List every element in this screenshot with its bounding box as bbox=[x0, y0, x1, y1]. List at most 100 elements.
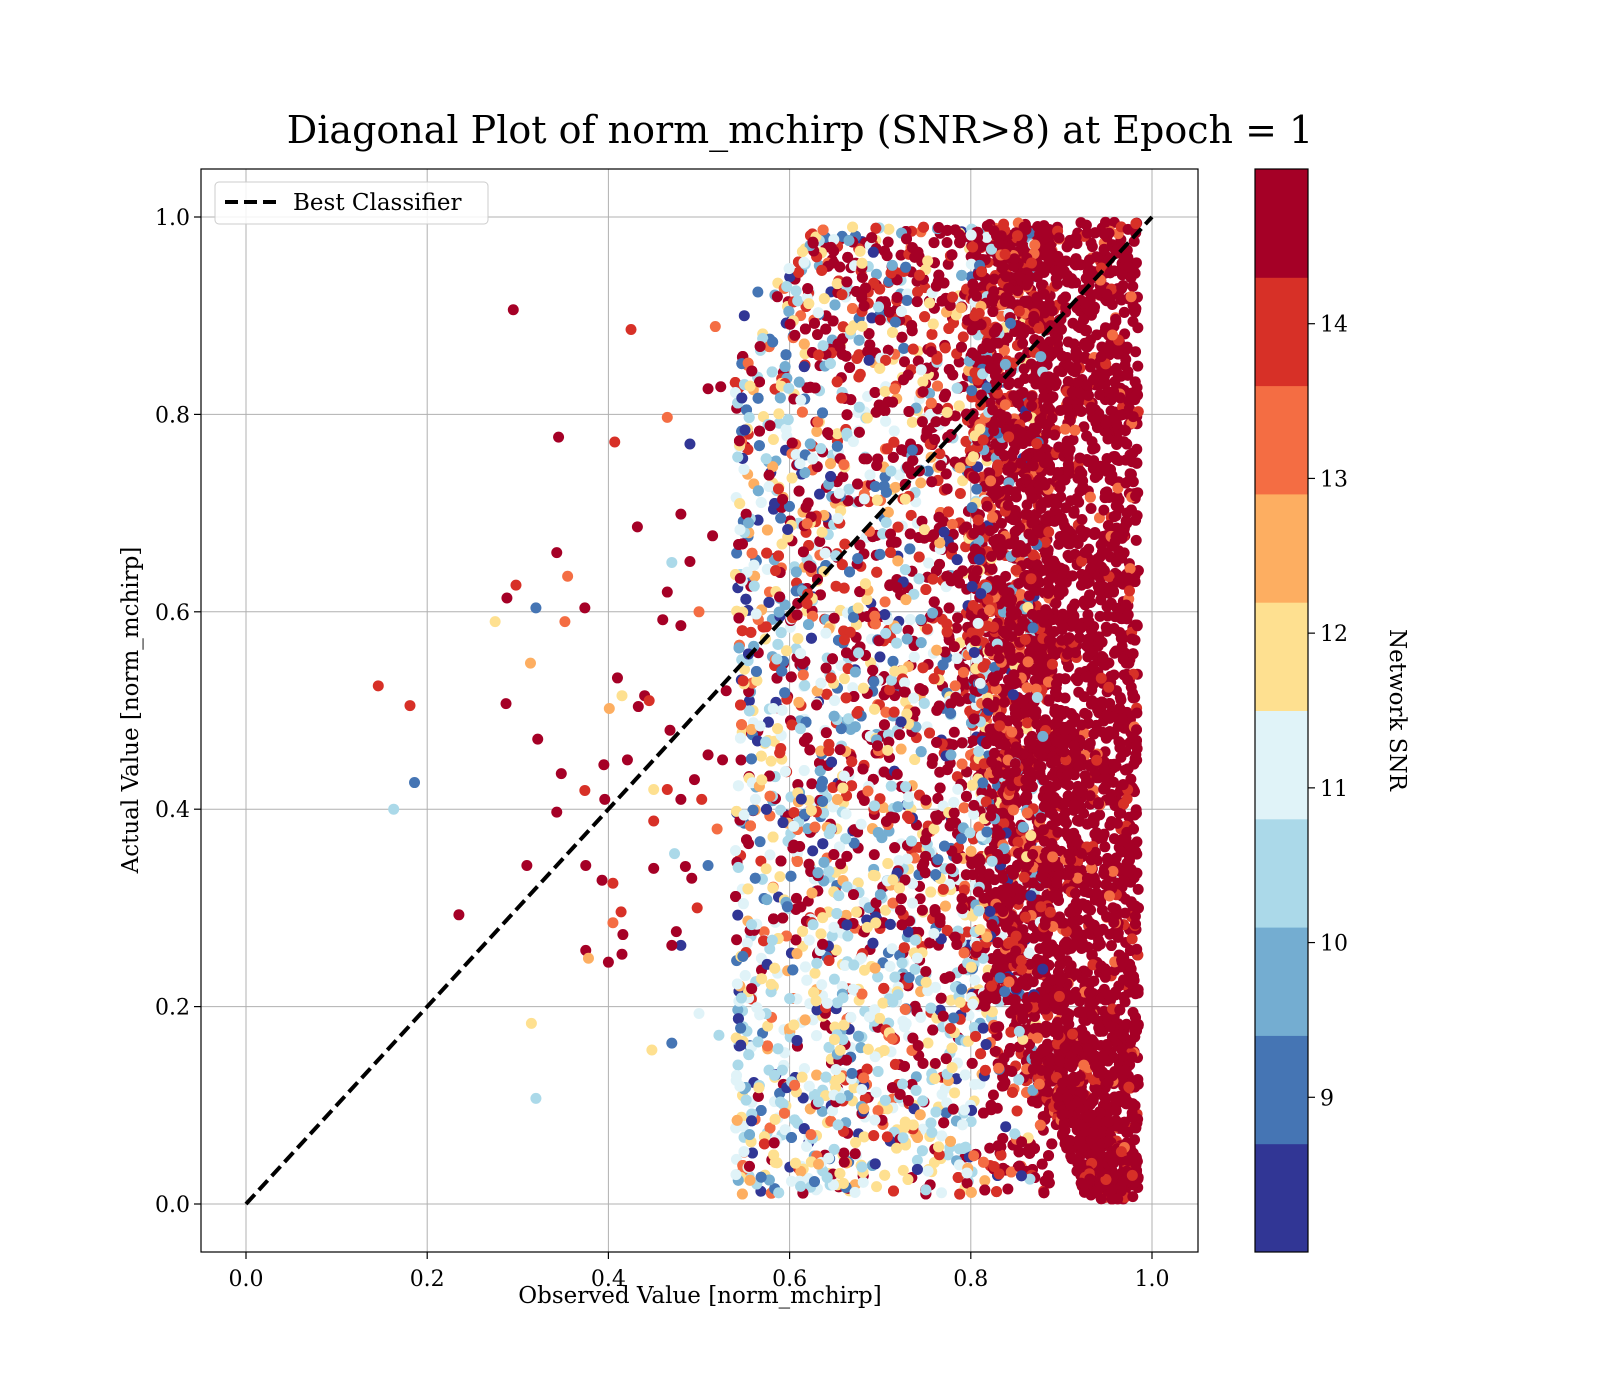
scatter-point bbox=[730, 1169, 742, 1181]
scatter-point bbox=[838, 1147, 850, 1159]
scatter-point bbox=[920, 1184, 932, 1196]
scatter-point bbox=[738, 310, 750, 322]
scatter-point bbox=[904, 528, 916, 540]
scatter-point bbox=[878, 1045, 890, 1057]
scatter-point bbox=[761, 547, 773, 559]
scatter-point bbox=[670, 926, 682, 938]
scatter-point bbox=[767, 433, 779, 445]
scatter-point bbox=[956, 737, 968, 749]
scatter-point bbox=[786, 472, 798, 484]
scatter-point bbox=[815, 928, 827, 940]
scatter-point bbox=[792, 295, 804, 307]
scatter-point bbox=[796, 246, 808, 258]
scatter-point bbox=[693, 1008, 705, 1020]
scatter-point bbox=[1016, 1170, 1028, 1182]
scatter-point bbox=[868, 1130, 880, 1142]
scatter-point bbox=[1029, 1142, 1041, 1154]
scatter-point bbox=[963, 1010, 975, 1022]
scatter-point bbox=[825, 672, 837, 684]
scatter-point bbox=[848, 959, 860, 971]
scatter-point bbox=[771, 653, 783, 665]
scatter-point bbox=[507, 304, 519, 316]
scatter-point bbox=[878, 719, 890, 731]
scatter-point bbox=[755, 1104, 767, 1116]
scatter-point bbox=[889, 971, 901, 983]
scatter-point bbox=[915, 364, 927, 376]
scatter-point bbox=[501, 592, 513, 604]
scatter-point bbox=[913, 573, 925, 585]
scatter-point bbox=[675, 793, 687, 805]
scatter-point bbox=[1038, 1187, 1050, 1199]
scatter-point bbox=[881, 250, 893, 262]
scatter-point bbox=[625, 324, 637, 336]
scatter-point bbox=[946, 518, 958, 530]
scatter-point bbox=[827, 315, 839, 327]
scatter-point bbox=[828, 921, 840, 933]
scatter-point bbox=[948, 726, 960, 738]
scatter-point bbox=[913, 551, 925, 563]
scatter-point bbox=[797, 669, 809, 681]
scatter-point bbox=[553, 431, 565, 443]
scatter-point bbox=[555, 768, 567, 780]
scatter-point bbox=[579, 602, 591, 614]
scatter-point bbox=[949, 680, 961, 692]
scatter-point bbox=[755, 750, 767, 762]
scatter-point bbox=[748, 580, 760, 592]
scatter-point bbox=[841, 850, 853, 862]
scatter-point bbox=[761, 524, 773, 536]
scatter-point bbox=[732, 909, 744, 921]
scatter-point bbox=[772, 638, 784, 650]
scatter-point bbox=[833, 890, 845, 902]
scatter-point bbox=[906, 416, 918, 428]
scatter-point bbox=[956, 758, 968, 770]
scatter-point bbox=[870, 1086, 882, 1098]
scatter-point bbox=[953, 400, 965, 412]
scatter-point bbox=[783, 263, 795, 275]
scatter-point bbox=[738, 463, 750, 475]
scatter-point bbox=[884, 960, 896, 972]
scatter-point bbox=[877, 997, 889, 1009]
scatter-point bbox=[745, 820, 757, 832]
scatter-point bbox=[599, 793, 611, 805]
scatter-point bbox=[872, 1105, 884, 1117]
scatter-point bbox=[936, 1187, 948, 1199]
scatter-point bbox=[696, 793, 708, 805]
scatter-point bbox=[845, 324, 857, 336]
scatter-point bbox=[909, 934, 921, 946]
scatter-point bbox=[740, 593, 752, 605]
scatter-point bbox=[764, 420, 776, 432]
scatter-point bbox=[521, 859, 533, 871]
scatter-point bbox=[857, 1176, 869, 1188]
scatter-point bbox=[862, 1043, 874, 1055]
scatter-point bbox=[899, 356, 911, 368]
scatter-point bbox=[773, 1187, 785, 1199]
scatter-point bbox=[984, 1142, 996, 1154]
scatter-point bbox=[730, 845, 742, 857]
scatter-point bbox=[789, 1079, 801, 1091]
scatter-point bbox=[733, 642, 745, 654]
scatter-point bbox=[925, 1117, 937, 1129]
scatter-point bbox=[842, 251, 854, 263]
scatter-point bbox=[882, 857, 894, 869]
scatter-point bbox=[879, 609, 891, 621]
scatter-point bbox=[887, 655, 899, 667]
scatter-point bbox=[648, 815, 660, 827]
scatter-point bbox=[736, 1188, 748, 1200]
scatter-point bbox=[852, 602, 864, 614]
scatter-point bbox=[737, 898, 749, 910]
scatter-point bbox=[1004, 1042, 1016, 1054]
scatter-point bbox=[388, 803, 400, 815]
scatter-point bbox=[510, 579, 522, 591]
scatter-point bbox=[954, 1188, 966, 1200]
scatter-point bbox=[852, 478, 864, 490]
scatter-point bbox=[879, 596, 891, 608]
scatter-point bbox=[938, 526, 950, 538]
scatter-point bbox=[853, 647, 865, 659]
scatter-point bbox=[978, 1156, 990, 1168]
scatter-point bbox=[739, 970, 751, 982]
scatter-point bbox=[901, 633, 913, 645]
scatter-point bbox=[987, 1089, 999, 1101]
scatter-point bbox=[828, 710, 840, 722]
scatter-point bbox=[768, 1149, 780, 1161]
scatter-point bbox=[657, 614, 669, 626]
